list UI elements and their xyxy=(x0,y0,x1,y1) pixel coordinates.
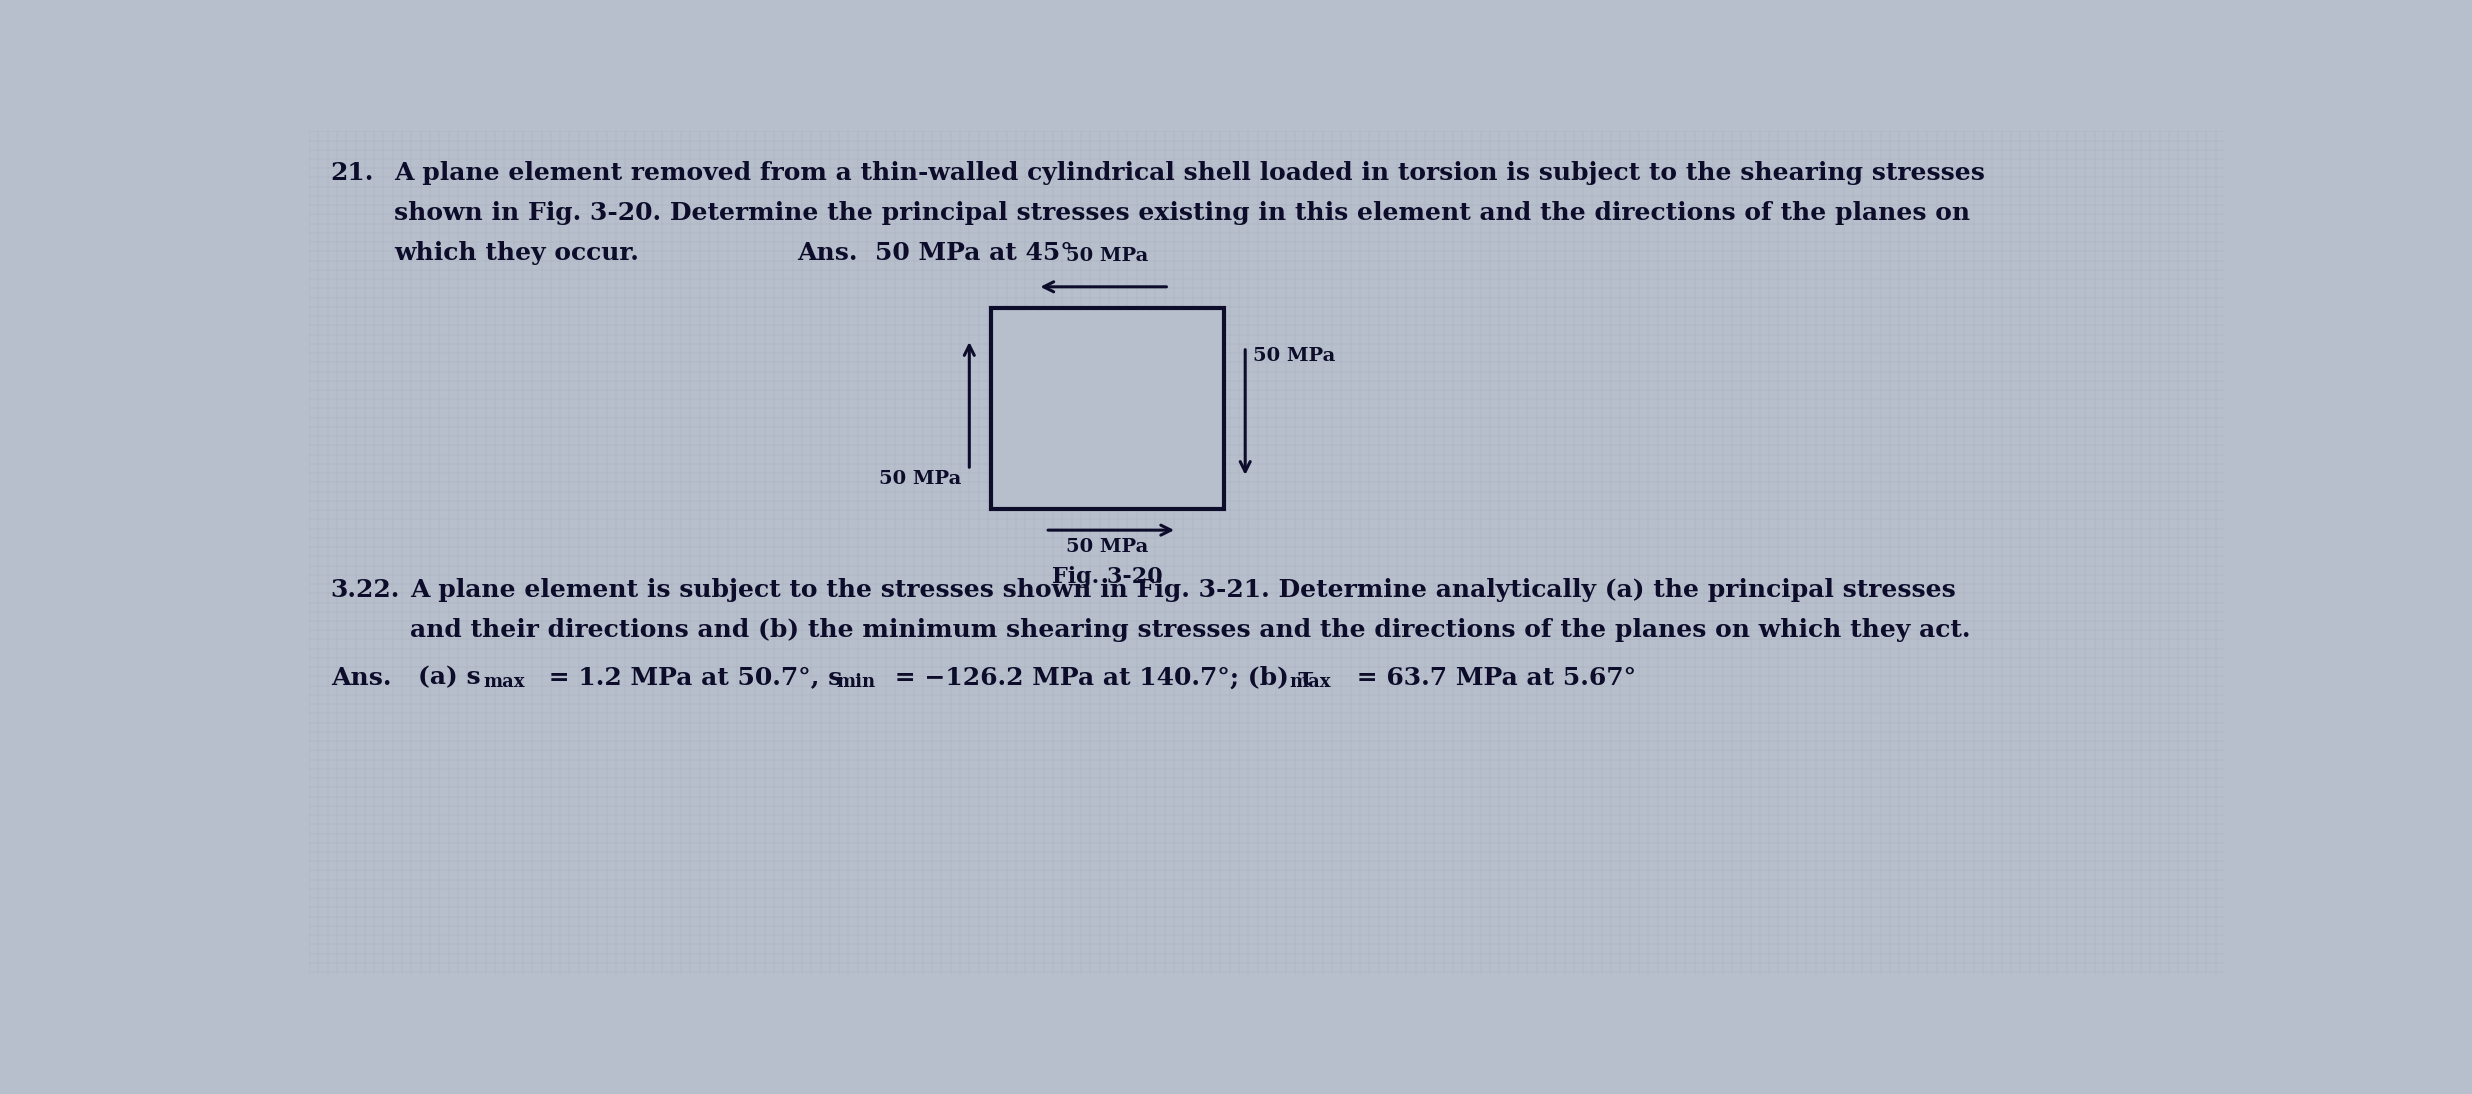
Bar xyxy=(991,309,1224,509)
FancyArrowPatch shape xyxy=(964,346,974,467)
Text: max: max xyxy=(485,674,524,691)
Text: Ans.: Ans. xyxy=(331,665,391,689)
Text: Fig. 3-20: Fig. 3-20 xyxy=(1053,567,1162,589)
Text: which they occur.: which they occur. xyxy=(393,241,640,265)
Text: (a) s: (a) s xyxy=(418,665,480,689)
Text: Ans.  50 MPa at 45°: Ans. 50 MPa at 45° xyxy=(798,241,1073,265)
Text: max: max xyxy=(1290,674,1330,691)
Text: 50 MPa: 50 MPa xyxy=(1253,347,1335,365)
Text: 3.22.: 3.22. xyxy=(331,578,400,602)
FancyArrowPatch shape xyxy=(1048,525,1172,535)
Text: A plane element removed from a thin-walled cylindrical shell loaded in torsion i: A plane element removed from a thin-wall… xyxy=(393,161,1985,185)
Text: 50 MPa: 50 MPa xyxy=(1065,247,1149,265)
Text: = 63.7 MPa at 5.67°: = 63.7 MPa at 5.67° xyxy=(1347,665,1636,689)
Text: and their directions and (b) the minimum shearing stresses and the directions of: and their directions and (b) the minimum… xyxy=(410,618,1970,642)
Text: = −126.2 MPa at 140.7°; (b) τ: = −126.2 MPa at 140.7°; (b) τ xyxy=(887,665,1315,689)
Text: 21.: 21. xyxy=(331,161,373,185)
Text: min: min xyxy=(836,674,875,691)
Text: A plane element is subject to the stresses shown in Fig. 3-21. Determine analyti: A plane element is subject to the stress… xyxy=(410,578,1955,602)
Text: = 1.2 MPa at 50.7°, s: = 1.2 MPa at 50.7°, s xyxy=(539,665,843,689)
FancyArrowPatch shape xyxy=(1241,350,1251,472)
Text: 50 MPa: 50 MPa xyxy=(880,470,962,488)
Text: shown in Fig. 3-20. Determine the principal stresses existing in this element an: shown in Fig. 3-20. Determine the princi… xyxy=(393,200,1970,224)
FancyArrowPatch shape xyxy=(1043,282,1167,292)
Text: 50 MPa: 50 MPa xyxy=(1065,538,1149,556)
